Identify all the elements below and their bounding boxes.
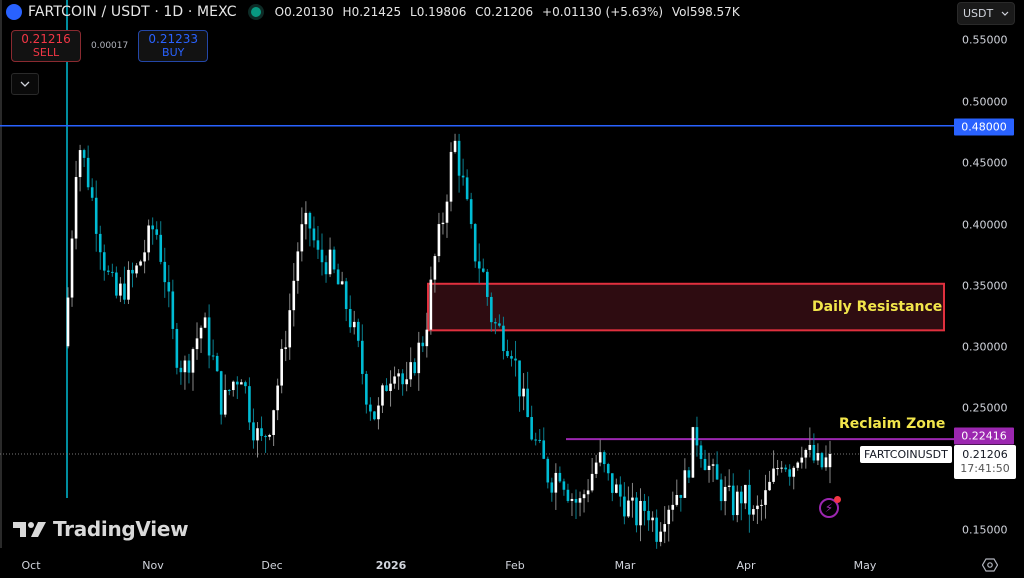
x-tick: Mar [614, 559, 636, 572]
bar-countdown: 17:41:50 [960, 462, 1010, 475]
sell-button[interactable]: 0.21216 SELL [11, 30, 81, 62]
last-price-badge: 0.21206 17:41:50 [954, 445, 1016, 479]
volume-value: Vol598.57K [671, 5, 740, 19]
x-tick: Dec [261, 559, 283, 572]
level-badge-048[interactable]: 0.48000 [954, 118, 1014, 136]
sell-label: SELL [32, 46, 60, 59]
chart-header: FARTCOIN / USDT · 1D · MEXC O0.20130 H0.… [6, 4, 745, 20]
reclaim-level-badge[interactable]: 0.22416 [954, 427, 1014, 445]
chevron-down-icon [20, 81, 30, 87]
notification-dot-icon [834, 496, 841, 503]
ohlc-values: O0.20130 H0.21425 L0.19806 C0.21206 +0.0… [275, 5, 745, 19]
trade-panel: 0.21216 SELL 0.00017 0.21233 BUY [11, 30, 209, 62]
y-tick: 0.55000 [962, 33, 1008, 47]
chevron-down-icon [1001, 11, 1009, 16]
buy-button[interactable]: 0.21233 BUY [138, 30, 209, 62]
buy-price: 0.21233 [148, 32, 199, 46]
settings-hex-icon[interactable] [982, 557, 998, 573]
close-value: C0.21206 [475, 5, 534, 19]
alerts-lightning-icon[interactable]: ⚡ [819, 496, 841, 518]
currency-value: USDT [963, 7, 994, 20]
y-tick: 0.35000 [962, 279, 1008, 293]
collapse-legend-button[interactable] [11, 73, 39, 95]
x-tick: 2026 [375, 559, 407, 572]
x-tick: Oct [21, 559, 41, 572]
change-value: +0.01130 (+5.63%) [542, 5, 664, 19]
high-value: H0.21425 [342, 5, 402, 19]
x-tick: Nov [142, 559, 164, 572]
y-tick: 0.25000 [962, 401, 1008, 415]
sell-price: 0.21216 [21, 32, 71, 46]
y-tick: 0.40000 [962, 218, 1008, 232]
coin-logo-icon [6, 4, 22, 20]
logo-text: TradingView [53, 517, 189, 541]
spread-value: 0.00017 [91, 41, 129, 51]
x-tick: Apr [736, 559, 756, 572]
market-open-status-icon [250, 7, 261, 17]
y-tick: 0.45000 [962, 156, 1008, 170]
x-tick: Feb [505, 559, 525, 572]
daily-resistance-label: Daily Resistance [812, 299, 943, 315]
y-tick: 0.15000 [962, 523, 1008, 537]
reclaim-zone-label: Reclaim Zone [839, 416, 946, 432]
tradingview-logo[interactable]: TradingView [13, 517, 189, 541]
lightning-glyph: ⚡ [824, 501, 834, 515]
low-value: L0.19806 [410, 5, 467, 19]
currency-selector[interactable]: USDT [957, 2, 1015, 25]
last-price: 0.21206 [962, 448, 1008, 461]
tradingview-logo-icon [13, 522, 46, 537]
y-tick: 0.50000 [962, 95, 1008, 109]
buy-label: BUY [162, 46, 185, 59]
symbol-title[interactable]: FARTCOIN / USDT · 1D · MEXC [28, 4, 237, 20]
x-tick: May [853, 559, 877, 572]
open-value: O0.20130 [274, 5, 334, 19]
symbol-tag: FARTCOINUSDT [860, 446, 952, 463]
y-tick: 0.30000 [962, 340, 1008, 354]
